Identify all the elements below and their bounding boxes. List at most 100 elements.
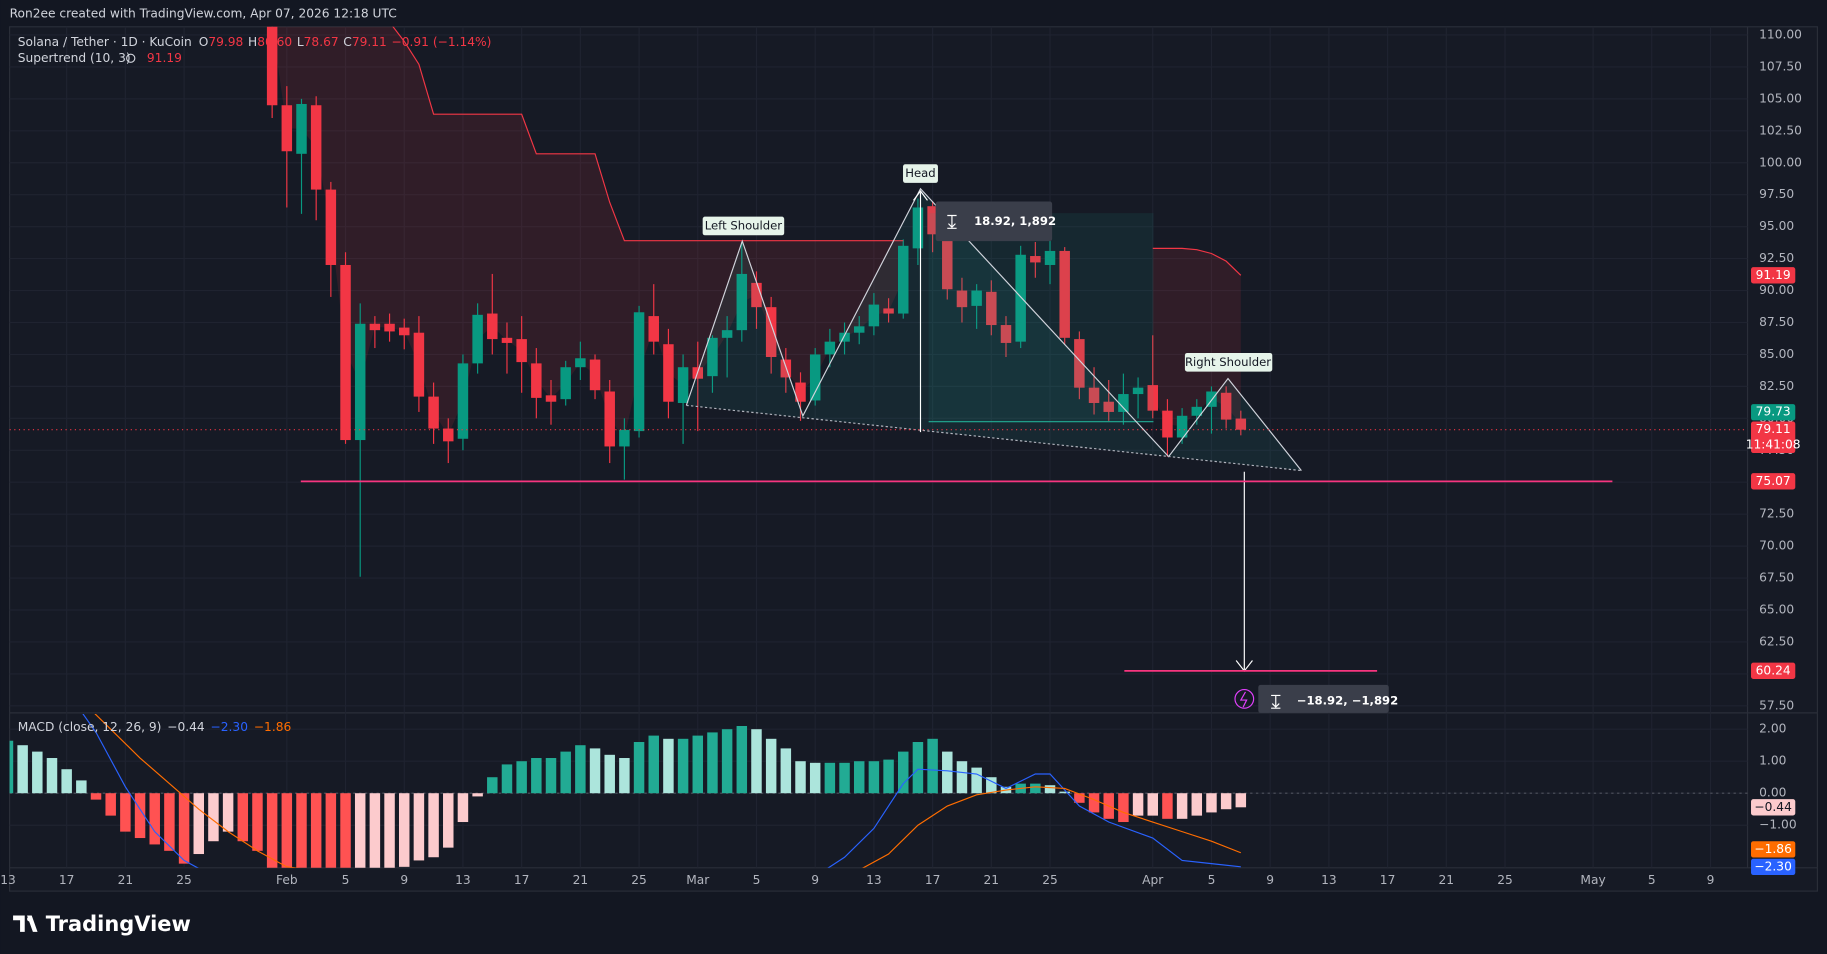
histogram-bar (340, 793, 351, 868)
x-tick-label: 25 (631, 873, 647, 887)
x-tick-label: 9 (400, 873, 408, 887)
x-tick-label: 9 (1707, 873, 1715, 887)
histogram-bar (1176, 793, 1188, 819)
legend-key: C (343, 34, 352, 48)
candle-body (428, 396, 439, 429)
histogram-bar (839, 762, 850, 794)
candle-body (1015, 254, 1026, 342)
histogram-bar (413, 793, 425, 861)
candle-body (472, 314, 483, 364)
candle-body (883, 308, 894, 314)
histogram-bar (266, 793, 278, 868)
histogram-bar (384, 793, 395, 868)
candle-body (677, 367, 689, 403)
histogram-bar (369, 793, 381, 868)
candle-body (971, 290, 982, 306)
histogram-bar (1088, 793, 1100, 813)
legend-value: 78.67 (304, 34, 339, 48)
candle-body (986, 291, 997, 326)
y-tick-label: −1.00 (1759, 818, 1796, 832)
candle-body (589, 359, 601, 391)
histogram-bar (17, 745, 28, 794)
histogram-bar (824, 762, 836, 794)
histogram-bar (927, 738, 938, 794)
x-tick-label: 17 (1380, 873, 1396, 887)
histogram-bar (281, 793, 293, 868)
x-tick-label: 25 (176, 873, 192, 887)
price-tag (1751, 421, 1796, 454)
candle-body (898, 245, 909, 314)
macd-title: MACD (close, 12, 26, 9) (18, 719, 162, 733)
price-tag (1751, 267, 1796, 284)
histogram-bar (120, 793, 131, 832)
candle-body (1147, 385, 1158, 411)
candle-body (1206, 391, 1217, 407)
histogram-bar (516, 761, 527, 794)
y-tick-label: 57.50 (1759, 698, 1794, 712)
legend-key: O (199, 34, 209, 48)
macd-legend: MACD (close, 12, 26, 9) −0.44 −2.30 −1.86 (18, 719, 292, 733)
candle-body (751, 282, 762, 308)
candle-body (707, 337, 718, 377)
x-tick-label: 21 (573, 873, 589, 887)
y-tick-label: 70.00 (1759, 539, 1794, 553)
histogram-bar (956, 761, 968, 794)
candle-body (1030, 256, 1041, 263)
price-tag (1751, 662, 1796, 679)
histogram-bar (868, 761, 880, 794)
candle-body (560, 367, 571, 400)
price-lines (9, 429, 1748, 672)
axes: 13 17 21 25 Feb 5 9 13 17 21 25 Mar 5 9 13 17 21 25 Apr 5 9 1… (0, 27, 1802, 887)
y-tick-label: 72.50 (1759, 507, 1794, 521)
legend-value: 79.11 (352, 34, 387, 48)
x-tick-label: 17 (925, 873, 941, 887)
right-shoulder-label: Right Shoulder (1185, 355, 1271, 369)
x-tick-label: Apr (1142, 873, 1164, 887)
legend-icon (126, 53, 136, 63)
x-tick-label: 17 (59, 873, 75, 887)
measure-box (935, 201, 1053, 242)
x-tick-label: 21 (984, 873, 1000, 887)
x-tick-label: 9 (1266, 873, 1274, 887)
pattern-line (685, 187, 1302, 471)
price-pane (266, 26, 1247, 577)
candle-body (531, 363, 542, 398)
histogram-bar (604, 754, 615, 794)
histogram-bar (61, 769, 72, 794)
candle-body (1088, 387, 1100, 403)
histogram-bar (252, 793, 263, 851)
histogram-bar (589, 748, 601, 794)
candle-body (809, 354, 821, 401)
candle-body (765, 307, 777, 357)
y-tick-label: 92.50 (1759, 251, 1794, 265)
histogram-bar (32, 751, 43, 794)
alert-icon[interactable] (1234, 689, 1255, 709)
y-tick-label: 102.50 (1759, 123, 1802, 137)
candle-body (545, 395, 557, 402)
legend-value: 80.60 (257, 34, 292, 48)
y-tick-label: 2.00 (1759, 722, 1786, 736)
candle-body (310, 105, 322, 190)
histogram-bar (545, 758, 557, 794)
histogram-bar (149, 793, 160, 845)
histogram-bar (398, 793, 410, 867)
y-tick-label: 65.00 (1759, 603, 1794, 617)
histogram-bar (1147, 793, 1158, 816)
candle-body (1074, 339, 1085, 388)
histogram-bar (325, 793, 337, 868)
candle-body (942, 234, 953, 290)
legend-key: L (297, 34, 304, 48)
symbol-title: Solana / Tether · 1D · KuCoin (18, 34, 192, 48)
histogram-bar (1074, 793, 1085, 803)
histogram-bar (648, 735, 659, 794)
histogram-bar (780, 748, 792, 794)
histogram-bar (472, 793, 483, 797)
histogram-bar (531, 758, 542, 794)
x-tick-label: 13 (1321, 873, 1337, 887)
supertrend-fill (272, 26, 904, 439)
histogram-bar (736, 726, 748, 794)
candle-body (281, 105, 293, 152)
histogram-bar (898, 751, 909, 794)
legend-value: −2.30 (211, 719, 248, 733)
